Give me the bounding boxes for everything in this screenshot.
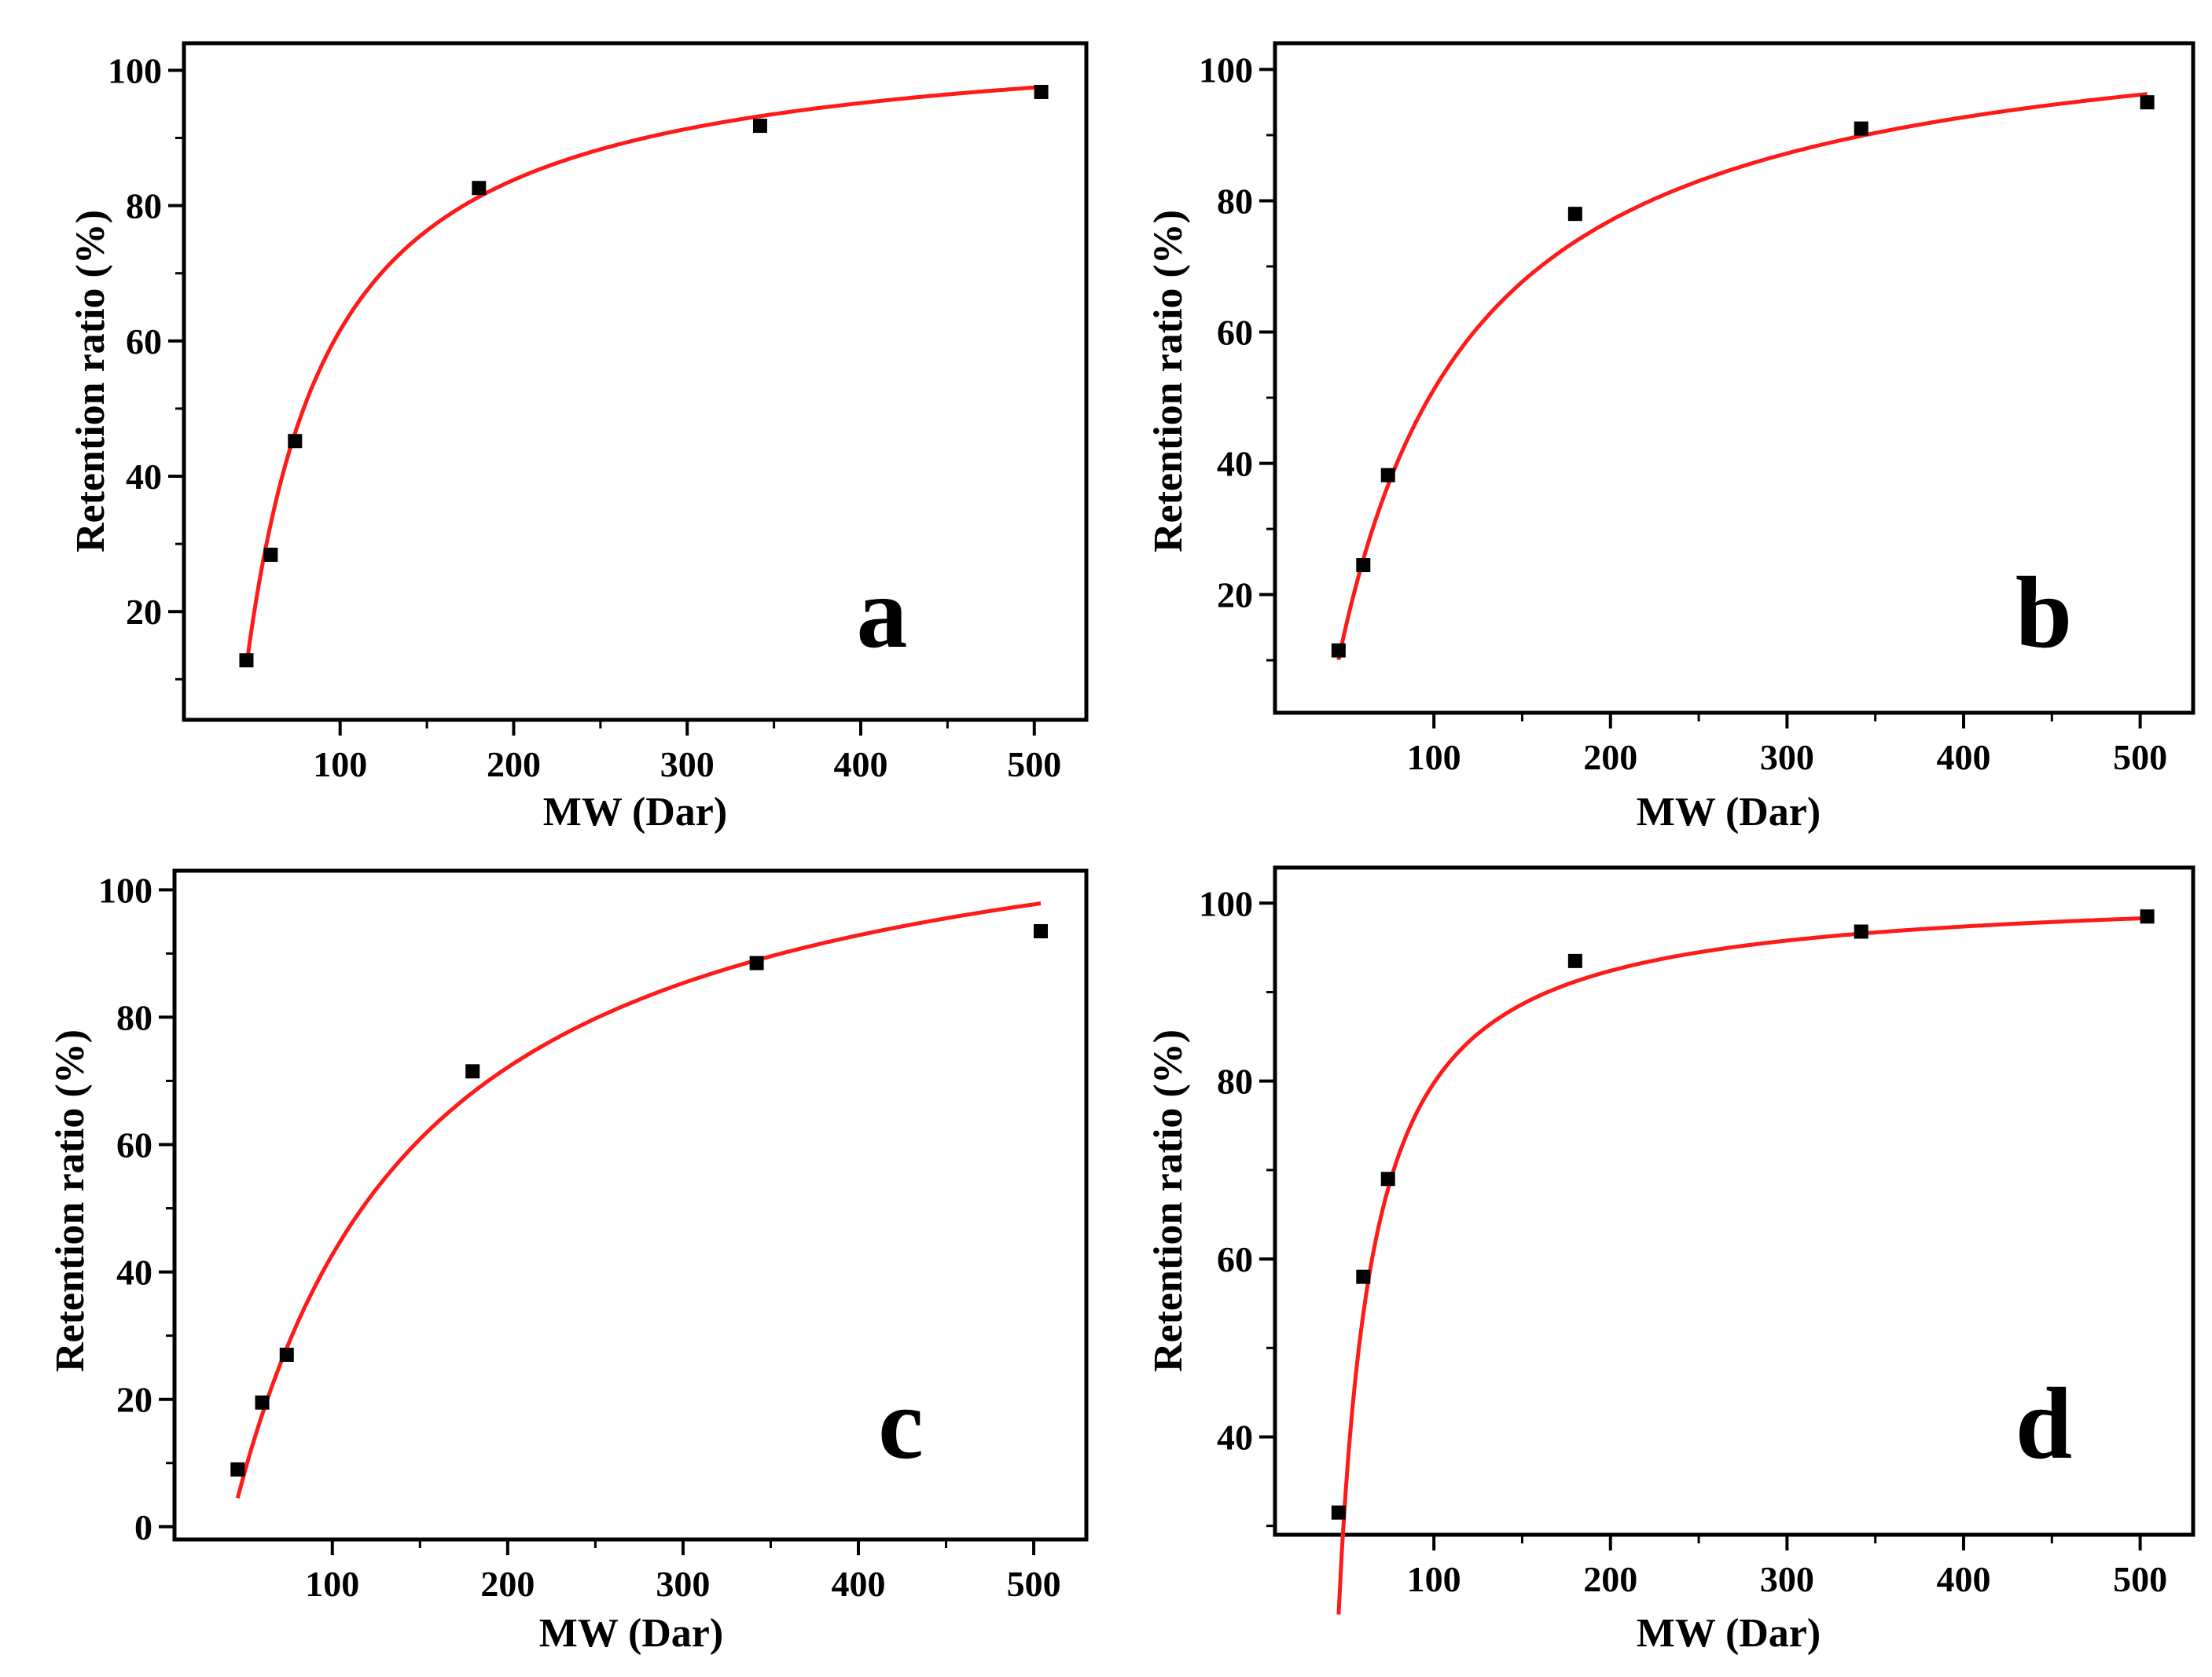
panel-a-ticks: 100 200 300 400 500 20 40 60 80 100 (108, 50, 1061, 784)
panel-d-point-3 (1567, 953, 1582, 968)
panel-d-xtick-label-200: 200 (1583, 1559, 1637, 1599)
panel-c-point-0 (230, 1462, 245, 1477)
panel-d-points (1331, 909, 2155, 1520)
panel-c-xtick-label-500: 500 (1007, 1564, 1061, 1604)
panel-c: 100 200 300 400 500 0 20 40 60 80 100 MW (Dar) Ret… (48, 868, 1089, 1656)
panel-b-point-5 (2140, 95, 2155, 110)
panel-b-points (1331, 95, 2155, 658)
panel-b-xtick-label-100: 100 (1407, 737, 1461, 777)
panel-d-ytick-label-40: 40 (1217, 1417, 1253, 1457)
panel-d-xtick-label-100: 100 (1407, 1559, 1461, 1599)
panel-d-frame (1273, 865, 2195, 1537)
panel-a-point-0 (239, 653, 254, 668)
panel-d-point-5 (2140, 909, 2155, 924)
panel-a-frame (182, 41, 1089, 722)
panel-a-point-2 (288, 434, 303, 449)
panel-c-xtick-label-300: 300 (656, 1564, 710, 1604)
panel-d-xtick-label-300: 300 (1760, 1559, 1814, 1599)
panel-a-ytick-label-80: 80 (126, 186, 162, 226)
panel-b-ytick-label-80: 80 (1217, 181, 1253, 221)
panel-b-letter: b (2015, 556, 2072, 670)
panel-c-xlabel: MW (Dar) (539, 1611, 723, 1656)
panel-a-xtick-label-100: 100 (313, 744, 367, 784)
panel-c-point-2 (279, 1347, 294, 1362)
panel-c-ytick-label-40: 40 (116, 1253, 152, 1293)
panel-a-point-5 (1034, 84, 1049, 99)
panel-b-ylabel: Retention ratio (%) (1146, 210, 1191, 552)
panel-b-point-2 (1380, 468, 1395, 483)
panel-c-point-5 (1034, 923, 1048, 938)
panel-a-point-4 (752, 119, 767, 134)
panel-d-point-1 (1356, 1269, 1371, 1284)
panel-c-ytick-label-60: 60 (116, 1125, 152, 1165)
panel-a-ytick-label-40: 40 (126, 457, 162, 497)
panel-b-fit-curve (1336, 92, 2148, 661)
panel-a-point-1 (263, 547, 278, 562)
panel-d-letter: d (2015, 1367, 2072, 1481)
panel-d-ylabel: Retention ratio (%) (1146, 1029, 1191, 1372)
panel-a-point-3 (472, 181, 487, 196)
panel-a: 100 200 300 400 500 20 40 60 80 100 MW (Dar) Rete… (68, 41, 1089, 835)
panel-c-xtick-label-100: 100 (305, 1564, 359, 1604)
panel-b-xtick-label-200: 200 (1583, 737, 1637, 777)
panel-b-ytick-label-100: 100 (1199, 50, 1253, 90)
panel-c-point-3 (465, 1064, 480, 1079)
panel-b-xlabel: MW (Dar) (1637, 790, 1821, 835)
panel-b-ytick-label-40: 40 (1217, 444, 1253, 484)
panel-c-ylabel: Retention ratio (%) (48, 1029, 93, 1372)
panel-c-ytick-label-80: 80 (116, 997, 152, 1037)
panel-a-ytick-label-100: 100 (108, 50, 162, 90)
panel-b-frame (1273, 41, 2195, 715)
panel-c-point-1 (255, 1395, 270, 1410)
panel-b-point-0 (1331, 643, 1346, 658)
panel-c-xtick-label-200: 200 (480, 1564, 535, 1604)
panel-a-xtick-label-300: 300 (660, 744, 715, 784)
panel-d-point-2 (1380, 1172, 1395, 1187)
panel-c-xtick-label-400: 400 (832, 1564, 886, 1604)
panel-a-letter: a (857, 556, 908, 670)
panel-c-ytick-label-0: 0 (134, 1507, 152, 1547)
panel-a-xtick-label-500: 500 (1007, 744, 1061, 784)
panel-b-ticks: 100 200 300 400 500 20 40 60 80 100 (1199, 50, 2167, 777)
panel-c-ticks: 100 200 300 400 500 0 20 40 60 80 100 (98, 870, 1061, 1604)
panel-c-frame (172, 868, 1089, 1542)
panel-d-fit-curve (1336, 916, 2148, 1615)
panel-a-ytick-label-20: 20 (126, 592, 162, 632)
panel-b-ytick-label-60: 60 (1217, 313, 1253, 353)
panel-d: 100 200 300 400 500 40 60 80 100 MW (Dar) Retent… (1146, 865, 2195, 1656)
panel-a-xtick-label-400: 400 (834, 744, 888, 784)
panel-c-ytick-label-100: 100 (98, 870, 152, 910)
panel-d-point-0 (1331, 1505, 1346, 1520)
panel-b-point-3 (1567, 207, 1582, 222)
panel-c-letter: c (878, 1367, 924, 1481)
panel-d-ticks: 100 200 300 400 500 40 60 80 100 (1199, 883, 2167, 1599)
panel-d-xtick-label-400: 400 (1937, 1559, 1991, 1599)
panel-a-xlabel: MW (Dar) (543, 790, 727, 835)
panel-d-xtick-label-500: 500 (2113, 1559, 2167, 1599)
panel-d-point-4 (1854, 924, 1868, 939)
panel-a-points (239, 84, 1049, 668)
panel-b-ytick-label-20: 20 (1217, 575, 1253, 615)
panel-a-fit-curve (244, 85, 1042, 666)
panel-b-xtick-label-300: 300 (1760, 737, 1814, 777)
panel-a-xtick-label-200: 200 (487, 744, 541, 784)
panel-d-ytick-label-80: 80 (1217, 1062, 1253, 1102)
panel-c-point-4 (749, 956, 764, 971)
panel-b: 100 200 300 400 500 20 40 60 80 100 MW (Dar) Rete… (1146, 41, 2195, 835)
panel-b-point-1 (1356, 558, 1371, 573)
panel-b-point-4 (1854, 121, 1868, 136)
panel-d-ytick-label-60: 60 (1217, 1239, 1253, 1279)
panel-b-xtick-label-500: 500 (2113, 737, 2167, 777)
panel-c-ytick-label-20: 20 (116, 1380, 152, 1420)
panel-b-xtick-label-400: 400 (1937, 737, 1991, 777)
panel-d-xlabel: MW (Dar) (1637, 1611, 1821, 1656)
panel-c-points (230, 923, 1048, 1477)
panel-c-fit-curve (235, 901, 1042, 1499)
panel-d-ytick-label-100: 100 (1199, 883, 1253, 923)
panel-a-ylabel: Retention ratio (%) (68, 210, 113, 552)
panel-a-ytick-label-60: 60 (126, 321, 162, 361)
